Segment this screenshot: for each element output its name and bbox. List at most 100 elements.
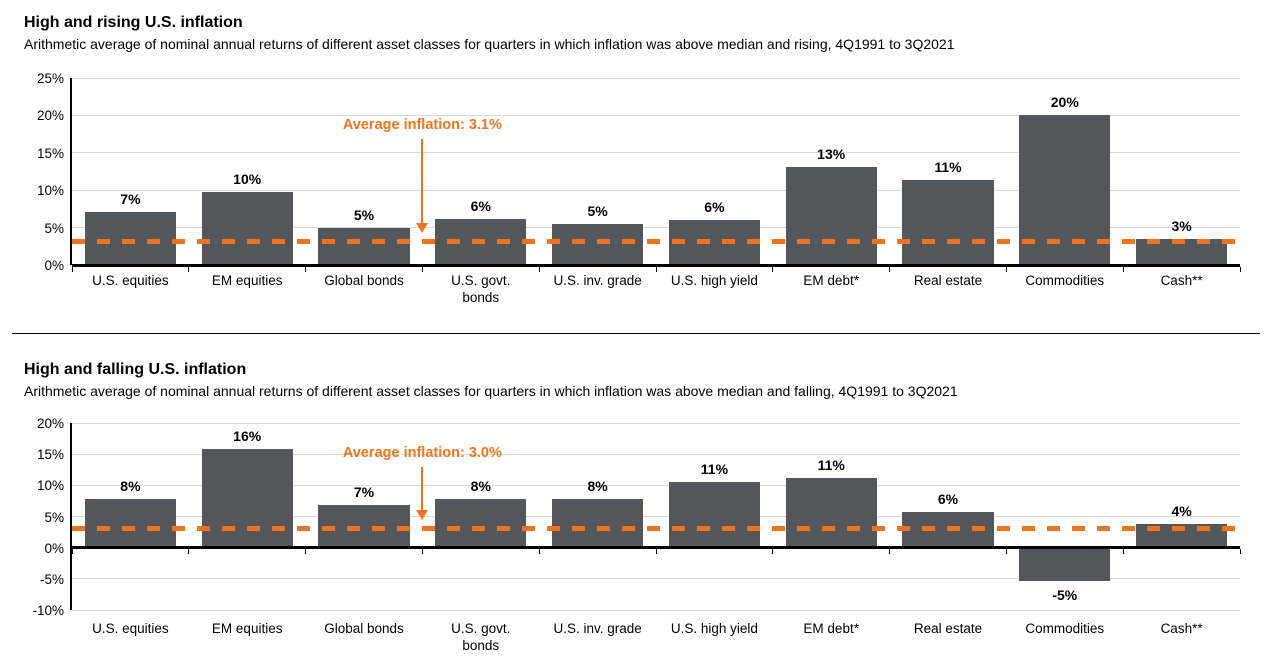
bar-value-label: 8%	[120, 478, 141, 495]
x-axis-zero-line	[72, 546, 1240, 550]
gridline	[72, 152, 1240, 154]
gridline	[72, 578, 1240, 580]
gridline	[72, 516, 1240, 517]
average-inflation-label: Average inflation: 3.0%	[342, 444, 502, 461]
category-label: EM debt*	[803, 273, 859, 288]
x-axis-tick	[71, 549, 73, 555]
average-inflation-arrow-line	[421, 139, 424, 223]
bar	[435, 499, 527, 548]
x-axis-tick	[421, 266, 423, 272]
chart-title: High and falling U.S. inflation	[24, 361, 247, 378]
gridline	[72, 114, 1240, 116]
gridline	[72, 609, 1240, 611]
category-axis: U.S. equities EM equities Global bonds U.S.…	[72, 272, 1240, 312]
gridline	[72, 484, 1240, 486]
x-axis-tick	[1122, 266, 1124, 272]
x-axis-tick	[1239, 549, 1241, 555]
y-axis-tick-label: 10%	[36, 478, 64, 494]
bar	[785, 167, 877, 265]
category-label: Cash**	[1160, 273, 1203, 288]
average-inflation-arrow-line	[421, 466, 424, 510]
bar-value-label: 10%	[233, 171, 262, 188]
bar	[902, 179, 994, 265]
bar-value-label: 8%	[587, 478, 608, 495]
x-axis-zero-line	[72, 263, 1240, 267]
category-label: U.S. inv. grade	[553, 621, 642, 636]
x-axis-tick	[538, 549, 540, 555]
y-axis-tick-label: -5%	[39, 571, 64, 587]
category-label: Real estate	[913, 273, 983, 288]
bar-value-label: 7%	[353, 483, 375, 500]
average-inflation-label: Average inflation: 3.1%	[342, 117, 502, 134]
x-axis-tick	[655, 266, 657, 272]
bar-value-label: 6%	[704, 199, 725, 216]
bar	[84, 211, 176, 265]
bar	[552, 223, 644, 265]
bar-value-label: 13%	[817, 146, 846, 162]
category-label: EM debt*	[803, 621, 859, 636]
gridline	[72, 422, 1240, 424]
bar-value-label: 5%	[353, 206, 375, 223]
arrow-down-icon	[416, 509, 429, 520]
x-axis-tick	[188, 549, 190, 555]
y-axis-tick-label: 5%	[44, 509, 64, 525]
x-axis-tick	[772, 549, 774, 555]
x-axis-tick	[889, 549, 891, 555]
bar	[785, 478, 877, 548]
y-axis-line	[70, 78, 72, 265]
gridline	[72, 189, 1240, 191]
category-label: Real estate	[913, 621, 983, 636]
category-label: EM equities	[211, 621, 283, 636]
bar-value-label: 20%	[1050, 93, 1079, 110]
bar-value-label: 8%	[470, 478, 491, 495]
bar-value-label: 16%	[233, 427, 262, 444]
section-divider	[12, 333, 1260, 334]
bar	[201, 448, 293, 548]
bar	[552, 499, 644, 548]
x-axis-tick	[1239, 266, 1241, 272]
y-axis-tick-label: 25%	[36, 71, 64, 86]
chart-title: High and rising U.S. inflation	[24, 14, 243, 31]
x-axis-tick	[889, 266, 891, 272]
y-axis-tick-label: 0%	[44, 258, 64, 273]
category-label: U.S. govt. bonds	[451, 621, 511, 653]
y-axis-tick-label: 10%	[36, 183, 64, 199]
x-axis-tick	[421, 549, 423, 555]
category-label: Cash**	[1160, 621, 1203, 636]
bar-value-label: 11%	[934, 158, 962, 175]
x-axis-tick	[655, 549, 657, 555]
bar	[668, 481, 760, 548]
y-axis-tick-label: 15%	[36, 447, 64, 463]
bar	[318, 504, 410, 548]
x-axis-tick	[188, 266, 190, 272]
x-axis-tick	[772, 266, 774, 272]
y-axis-tick-label: 20%	[36, 108, 64, 124]
x-axis-tick	[1005, 549, 1007, 555]
bar	[318, 227, 410, 265]
bar-value-label: 4%	[1171, 502, 1192, 519]
x-axis-tick	[538, 266, 540, 272]
average-inflation-line	[72, 239, 1240, 245]
y-axis-tick-label: 5%	[44, 220, 64, 236]
category-label: U.S. inv. grade	[553, 273, 642, 288]
bar-value-label: 6%	[937, 490, 959, 507]
average-inflation-line	[72, 526, 1240, 532]
x-axis-tick	[71, 266, 73, 272]
plot-area: -10% -5% 0% 5% 10% 15% 20% 8% 16% 7% 8% 8% 11% 11% 6% -…	[32, 416, 1241, 618]
gridline	[72, 77, 1240, 79]
category-label: Commodities	[1025, 273, 1105, 288]
x-axis-tick	[305, 266, 307, 272]
gridline	[72, 227, 1240, 229]
x-axis-tick	[305, 549, 307, 555]
chart-subtitle: Arithmetic average of nominal annual ret…	[24, 36, 955, 52]
bar	[1019, 547, 1111, 581]
bar-value-label: 11%	[817, 457, 845, 474]
bar-value-label: 5%	[587, 202, 608, 219]
category-label: Global bonds	[324, 621, 404, 636]
bar-value-label: 11%	[700, 460, 729, 477]
arrow-down-icon	[416, 222, 429, 233]
bar-value-label: 3%	[1171, 217, 1192, 234]
y-axis-tick-label: 0%	[44, 540, 64, 556]
y-axis-line	[70, 423, 72, 610]
bar-value-label: 6%	[470, 197, 491, 214]
